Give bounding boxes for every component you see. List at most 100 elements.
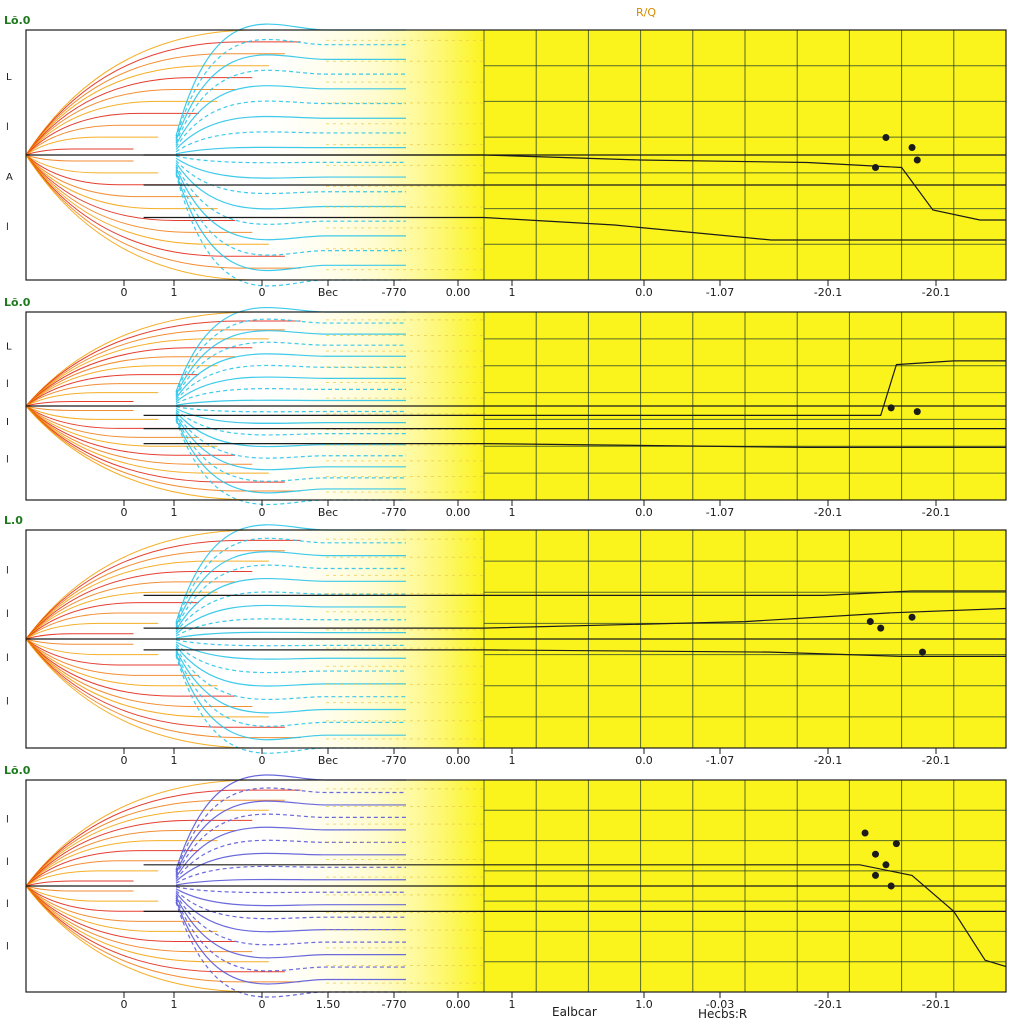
x-tick-label: 0.00 bbox=[446, 754, 471, 767]
stream-line bbox=[175, 651, 406, 727]
stream-line bbox=[175, 649, 406, 714]
stream-line bbox=[175, 341, 406, 398]
x-tick-label: -20.1 bbox=[814, 998, 842, 1011]
x-tick-label: Bec bbox=[318, 506, 338, 519]
fan-curve bbox=[25, 154, 236, 221]
data-marker bbox=[866, 618, 874, 626]
series-line bbox=[143, 590, 1006, 596]
stream-line bbox=[175, 537, 406, 625]
stream-line bbox=[175, 551, 406, 627]
fan-curve bbox=[25, 374, 200, 407]
x-tick-label: -1.07 bbox=[706, 286, 734, 299]
plot-frame bbox=[25, 311, 1007, 501]
stream-line bbox=[175, 388, 406, 405]
chart-panel-3: l l l l L.0 0 1 0 Bec -770 0.00 1 0.0 -1.07 -20.1 -20.1 bbox=[4, 514, 1007, 767]
stream-line bbox=[175, 157, 406, 179]
fan-curve bbox=[25, 612, 180, 640]
fan-curve bbox=[25, 29, 316, 156]
y-tick-label: l bbox=[6, 222, 9, 233]
x-tick-label: -20.1 bbox=[922, 998, 950, 1011]
stream-line bbox=[175, 100, 406, 148]
stream-line bbox=[175, 641, 406, 660]
chart-panel-1: Ll Al Lõ.0 R/Q 0 1 0 Bec -770 0.00 1 0.0 -1.07 -20.1 -… bbox=[4, 6, 1007, 299]
y-tick-label: l bbox=[6, 566, 9, 577]
stream-line bbox=[175, 826, 406, 878]
x-tick-label: 0 bbox=[121, 286, 128, 299]
stream-line bbox=[175, 886, 406, 894]
fan-curve bbox=[25, 880, 134, 887]
fan-curve bbox=[25, 885, 180, 912]
fan-curve bbox=[25, 329, 285, 407]
x-tick-label: -20.1 bbox=[922, 506, 950, 519]
fan-curve bbox=[25, 154, 218, 210]
fan-curve bbox=[25, 100, 218, 156]
fan-curve bbox=[25, 383, 180, 407]
fan-curve bbox=[25, 405, 159, 420]
stream-line bbox=[175, 162, 406, 210]
fan-curve bbox=[25, 885, 285, 973]
fan-curve bbox=[25, 560, 269, 640]
x-tick-label: 0 bbox=[259, 286, 266, 299]
x-tick-label: -20.1 bbox=[814, 754, 842, 767]
fan-curve bbox=[25, 591, 218, 640]
stream-line bbox=[175, 892, 406, 933]
fan-curve bbox=[25, 633, 134, 640]
x-tick-label: -20.1 bbox=[922, 286, 950, 299]
stream-line bbox=[175, 409, 406, 436]
stream-line bbox=[175, 655, 406, 754]
fan-curve bbox=[25, 405, 218, 447]
fan-curve bbox=[25, 154, 253, 233]
fan-curve bbox=[25, 356, 236, 407]
x-axis-label-right: Hecbs:R bbox=[698, 1007, 747, 1021]
stream-line bbox=[175, 155, 406, 164]
panel-label: Lõ.0 bbox=[4, 14, 31, 27]
y-tick-label: l bbox=[6, 379, 9, 390]
data-marker bbox=[861, 829, 869, 837]
fan-curve bbox=[25, 154, 200, 198]
y-tick-label: l bbox=[6, 609, 9, 620]
y-tick-label: L bbox=[6, 72, 12, 83]
panel-label: L.0 bbox=[4, 514, 23, 527]
stream-line bbox=[175, 69, 406, 144]
fan-curve bbox=[25, 638, 218, 687]
fan-curve bbox=[25, 405, 285, 483]
fan-curve bbox=[25, 154, 301, 269]
stream-line bbox=[175, 131, 406, 153]
fan-curve bbox=[25, 779, 316, 887]
y-tick-label: l bbox=[6, 942, 9, 953]
fan-curve bbox=[25, 870, 159, 887]
chart-panel-4: l l l l Lõ.0 0 1 0 1.50 -770 0.00 1 1.0 -0.03 -20.1 -20… bbox=[4, 764, 1007, 1011]
data-marker bbox=[918, 648, 926, 656]
x-tick-label: 1 bbox=[509, 286, 516, 299]
series-line bbox=[143, 360, 1006, 416]
stream-line bbox=[175, 38, 406, 139]
fan-curve bbox=[25, 65, 269, 156]
fan-curve bbox=[25, 405, 236, 456]
data-marker bbox=[913, 156, 921, 164]
stream-line bbox=[175, 146, 406, 155]
fan-curve bbox=[25, 154, 316, 281]
chart-panel-2: Ll Il Lõ.0 0 1 0 Bec -770 0.00 1 0.0 -1.07 -20.1 -20.… bbox=[4, 296, 1007, 519]
series-line bbox=[143, 443, 1006, 448]
stream-line bbox=[175, 164, 406, 225]
fan-curve bbox=[25, 638, 180, 666]
fan-curve bbox=[25, 112, 200, 156]
stream-line bbox=[175, 890, 406, 920]
fan-curve bbox=[25, 550, 285, 640]
stream-line bbox=[175, 399, 406, 406]
stream-line bbox=[175, 406, 406, 413]
fan-curve bbox=[25, 365, 218, 407]
y-tick-label: I bbox=[6, 417, 9, 428]
fan-curve bbox=[25, 850, 200, 887]
stream-line bbox=[175, 653, 406, 741]
x-tick-label: 0 bbox=[121, 506, 128, 519]
data-marker bbox=[882, 134, 890, 141]
stream-line bbox=[175, 364, 406, 401]
stream-line bbox=[175, 591, 406, 633]
x-tick-label: 1 bbox=[171, 506, 178, 519]
stream-line bbox=[175, 414, 406, 471]
fan-curve bbox=[25, 638, 200, 676]
plot-frame bbox=[25, 29, 1007, 281]
stream-line bbox=[175, 647, 406, 701]
stream-line bbox=[175, 376, 406, 403]
